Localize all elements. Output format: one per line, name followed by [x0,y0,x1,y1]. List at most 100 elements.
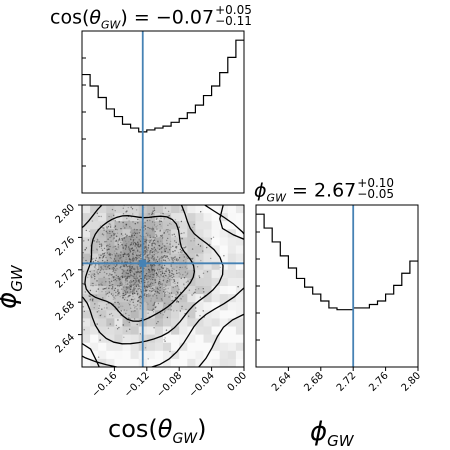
hist-costheta-ticks [82,57,86,167]
density-point [115,274,118,277]
density-cell [154,350,164,360]
density-cell [211,310,220,319]
density-cell [130,237,139,246]
density-point [153,303,155,305]
density-point [119,257,121,260]
density-point [125,291,127,293]
density-point [168,296,170,298]
density-cell [98,310,107,319]
density-cell [179,342,188,352]
density-point [99,225,102,227]
density-cell [163,350,172,360]
density-cell [203,277,212,287]
density-point [134,286,136,288]
density-point [173,275,175,278]
density-cell [154,229,164,238]
density-point [120,228,122,230]
density-cell [98,286,107,295]
density-cell [211,261,220,271]
density-point [181,305,183,308]
density-cell [211,342,220,352]
density-point [114,202,115,203]
density-point [143,277,146,279]
density-point [145,242,148,244]
density-point [199,245,202,247]
density-point [140,295,142,298]
density-point [82,252,85,254]
density-point [177,258,179,261]
density-point [136,290,138,292]
density-cell [114,261,123,271]
density-point [156,274,158,277]
density-cell [195,245,204,254]
density-cell [154,342,164,352]
density-point [144,241,146,243]
density-point [177,291,179,293]
density-point [160,261,163,263]
density-point [103,229,105,231]
density-cell [163,294,172,303]
density-cell [130,213,139,222]
density-point [122,305,124,307]
density-point [162,243,164,245]
density-point [147,259,149,261]
density-cell [171,261,180,271]
density-point [109,323,112,325]
density-point [90,284,92,287]
density-point [145,248,148,250]
density-point [121,282,123,285]
density-point [122,297,125,299]
density-cell [195,342,204,352]
density-point [130,255,133,257]
density-point [146,286,148,288]
density-point [125,246,127,248]
density-point [120,305,122,307]
density-point [178,269,180,271]
density-point [159,268,161,270]
density-cell [130,326,139,335]
density-cell [122,294,131,303]
density-cell [179,334,188,343]
density-point [140,278,143,280]
density-point [157,269,159,271]
density-point [199,315,201,317]
density-point [161,270,163,272]
density-cell [219,261,229,271]
density-point [165,268,168,270]
density-cell [227,302,237,311]
density-point [166,242,168,245]
density-point [129,264,131,267]
density-point [179,251,182,253]
density-point [187,271,189,273]
density-cell [235,229,244,238]
density-cell [130,310,139,319]
density-point [109,232,111,235]
density-point [157,251,159,253]
density-point [134,270,136,272]
density-point [112,246,114,249]
density-cell [235,294,244,303]
density-point [132,293,134,295]
density-point [93,307,95,309]
density-point [176,301,178,303]
density-point [170,292,173,294]
density-cell [130,253,139,262]
density-cell [154,334,164,343]
density-cell [163,261,172,271]
density-point [152,311,155,313]
density-point [148,239,151,241]
density-point [98,254,100,256]
density-point [167,276,169,279]
density-point [157,321,159,323]
density-point [148,213,150,215]
density-point [158,282,160,284]
density-point [182,254,184,256]
density-point [147,234,149,236]
density-point [159,276,161,278]
density-point [75,228,76,229]
density-point [132,299,135,301]
density-point [188,315,190,317]
density-point [113,267,116,269]
density-point [150,300,152,302]
density-point [99,314,102,317]
